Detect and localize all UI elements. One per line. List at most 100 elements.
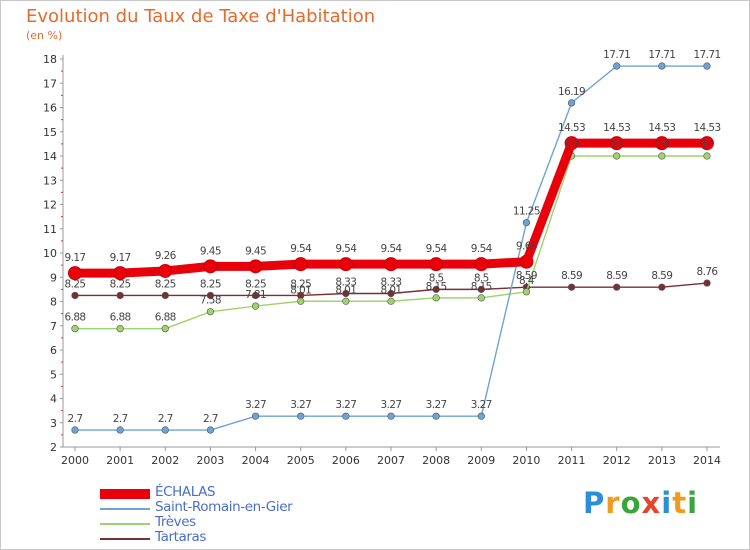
x-tick-label: 2006 <box>332 454 360 467</box>
y-tick-label: 2 <box>50 441 57 454</box>
data-point-treves <box>342 297 350 305</box>
data-point-echalas <box>68 266 82 281</box>
data-label-echalas: 9.54 <box>335 243 357 255</box>
x-tick-label: 2008 <box>422 454 450 467</box>
y-tick-label: 10 <box>43 247 57 260</box>
data-point-treves <box>477 294 485 302</box>
legend-item-tartaras: Tartaras <box>100 529 360 545</box>
data-label-tartaras: 8.25 <box>65 278 86 290</box>
data-label-echalas: 14.53 <box>648 122 675 134</box>
logo-letter: o <box>620 486 642 520</box>
data-label-echalas: 9.26 <box>155 250 177 262</box>
data-point-saint-romain-en-gier <box>613 62 621 70</box>
data-label-treves: 14 <box>656 139 669 151</box>
data-labels: 8.25 8.25 8.25 8.25 8.25 8.25 8.33 8.33 8.5 8.5 8.… <box>65 49 722 425</box>
data-point-tartaras <box>658 283 666 291</box>
data-label-treves: 8.15 <box>426 281 447 293</box>
data-point-tartaras <box>387 289 395 298</box>
x-tick-label: 2009 <box>467 454 495 467</box>
x-tick-label: 2014 <box>693 454 721 467</box>
y-tick-label: 13 <box>43 174 57 187</box>
data-label-echalas: 14.53 <box>693 122 720 134</box>
data-point-echalas <box>519 254 534 269</box>
legend-label-echalas: ÉCHALAS <box>155 484 216 500</box>
legend-swatch-tartaras <box>100 538 150 540</box>
data-label-saint-romain-en-gier: 2.7 <box>68 413 83 425</box>
data-point-tartaras <box>477 285 485 293</box>
data-point-tartaras <box>567 283 576 291</box>
legend-swatch-echalas <box>100 489 150 499</box>
data-point-tartaras <box>432 285 440 293</box>
data-point-saint-romain-en-gier <box>522 219 531 227</box>
data-point-echalas <box>429 257 444 272</box>
data-label-treves: 6.88 <box>110 312 131 324</box>
data-label-echalas: 9.45 <box>245 245 266 257</box>
data-label-saint-romain-en-gier: 17.71 <box>603 49 630 61</box>
data-point-treves <box>703 152 711 160</box>
x-tick-label: 2003 <box>196 454 224 467</box>
data-point-tartaras <box>251 291 260 300</box>
y-tick-label: 11 <box>43 223 57 236</box>
data-point-treves <box>161 325 169 333</box>
data-label-treves: 8.15 <box>471 281 492 293</box>
data-label-tartaras: 8.33 <box>335 276 356 288</box>
x-tick-label: 2005 <box>287 454 315 467</box>
legend-swatch-saint-romain-en-gier <box>100 508 150 510</box>
x-tick-label: 2007 <box>377 454 405 467</box>
legend-label-treves: Trèves <box>155 514 196 530</box>
x-tick-label: 2010 <box>512 454 540 467</box>
x-tick-label: 2011 <box>558 454 586 467</box>
data-point-treves <box>432 294 440 302</box>
data-point-echalas <box>248 259 263 274</box>
data-point-echalas <box>654 136 669 151</box>
data-point-tartaras <box>71 291 79 300</box>
y-tick-label: 18 <box>43 53 57 66</box>
data-label-echalas: 14.53 <box>603 122 630 134</box>
data-label-saint-romain-en-gier: 3.27 <box>381 399 402 411</box>
logo-letter: r <box>605 486 621 520</box>
data-point-saint-romain-en-gier <box>297 412 305 420</box>
data-point-saint-romain-en-gier <box>432 412 440 420</box>
data-point-saint-romain-en-gier <box>71 426 79 434</box>
data-point-echalas <box>113 266 128 281</box>
data-label-treves: 8.01 <box>290 284 311 296</box>
data-label-echalas: 9.17 <box>65 252 86 264</box>
data-label-saint-romain-en-gier: 3.27 <box>245 399 266 411</box>
data-point-treves <box>387 297 395 305</box>
data-label-saint-romain-en-gier: 16.19 <box>558 86 585 98</box>
data-label-tartaras: 8.25 <box>155 278 176 290</box>
data-point-saint-romain-en-gier <box>567 99 576 107</box>
data-point-treves <box>116 325 124 333</box>
y-tick-label: 5 <box>50 368 57 381</box>
data-label-echalas: 9.17 <box>110 252 131 264</box>
data-point-saint-romain-en-gier <box>342 412 350 420</box>
data-point-treves <box>522 288 531 296</box>
y-tick-label: 15 <box>43 126 57 139</box>
y-tick-label: 7 <box>50 320 57 333</box>
data-point-saint-romain-en-gier <box>703 62 711 70</box>
data-label-echalas: 9.54 <box>290 243 312 255</box>
x-tick-label: 2002 <box>151 454 179 467</box>
data-label-echalas: 9.54 <box>426 243 448 255</box>
legend-item-echalas: ÉCHALAS <box>100 484 360 500</box>
data-point-echalas <box>158 263 173 278</box>
data-point-saint-romain-en-gier <box>477 412 485 420</box>
data-label-saint-romain-en-gier: 3.27 <box>290 399 311 411</box>
y-tick-label: 4 <box>50 393 57 406</box>
data-label-treves: 14 <box>701 139 714 151</box>
data-point-echalas <box>293 257 308 272</box>
y-tick-label: 9 <box>50 271 57 284</box>
data-label-treves: 7.81 <box>245 289 266 301</box>
data-label-treves: 8.01 <box>335 284 356 296</box>
data-label-tartaras: 8.59 <box>606 270 627 282</box>
data-point-treves <box>613 152 621 160</box>
data-label-treves: 7.58 <box>200 295 221 307</box>
data-point-echalas <box>203 259 218 274</box>
data-point-tartaras <box>161 291 169 300</box>
data-point-echalas <box>700 136 714 151</box>
legend-swatch-treves <box>100 523 150 525</box>
y-tick-label: 8 <box>50 296 57 309</box>
legend-label-tartaras: Tartaras <box>155 529 207 545</box>
data-label-treves: 6.88 <box>155 312 176 324</box>
